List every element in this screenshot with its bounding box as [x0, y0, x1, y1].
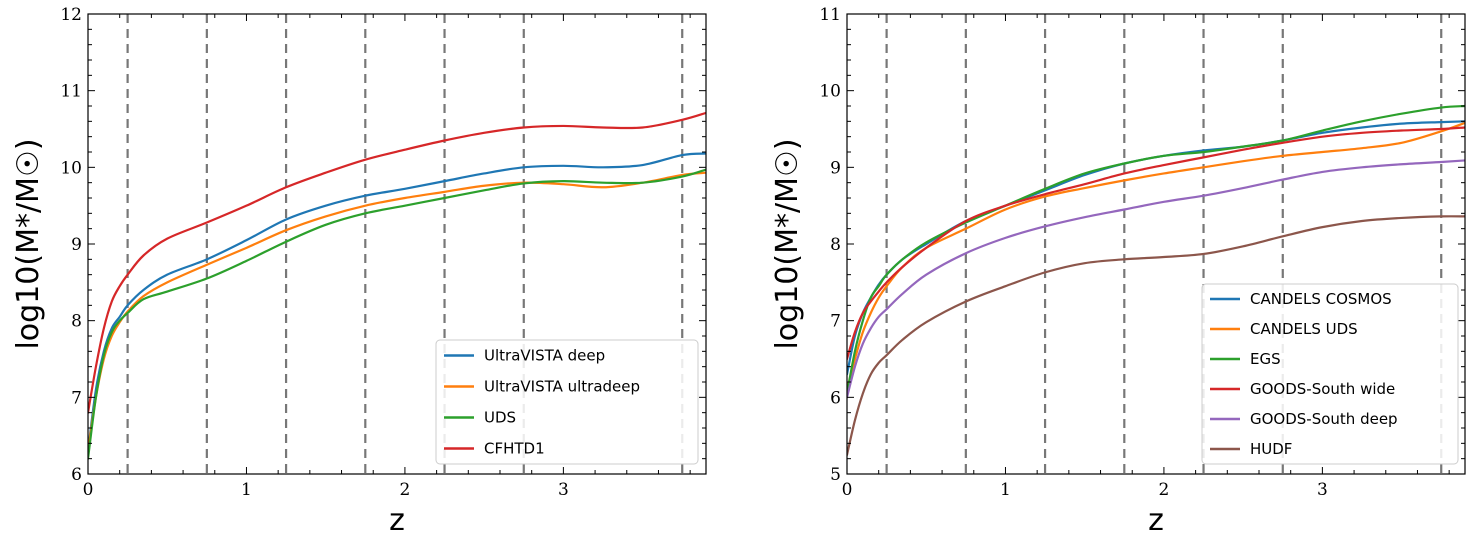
y-tick-label: 5: [830, 465, 841, 485]
legend-label: GOODS-South wide: [1250, 380, 1395, 398]
y-tick-label: 9: [71, 235, 82, 255]
legend-label: CFHTD1: [484, 440, 545, 458]
y-tick-label: 7: [71, 388, 82, 408]
legend-label: UltraVISTA deep: [484, 347, 605, 365]
y-tick-label: 10: [60, 158, 82, 178]
legend-label: CANDELS COSMOS: [1250, 290, 1392, 308]
y-axis-label: log10(M*/M☉): [11, 138, 46, 349]
y-tick-label: 8: [830, 235, 841, 255]
x-tick-label: 1: [1000, 480, 1011, 500]
x-tick-label: 3: [558, 480, 569, 500]
chart-panel-2: 0 1 2 3 5 6 7 8 9 10 11 z log10(M*/M☉) CANDELS COSMOS…: [770, 5, 1466, 536]
y-tick-label: 6: [830, 388, 841, 408]
legend-label: GOODS-South deep: [1250, 410, 1398, 428]
series-line: [88, 168, 706, 460]
y-tick-label: 9: [830, 158, 841, 178]
x-axis-label: z: [1148, 503, 1164, 536]
series-line: [88, 111, 706, 414]
series-line: [847, 126, 1465, 361]
series-line: [88, 171, 706, 453]
x-tick-label: 2: [400, 480, 411, 500]
x-tick-label: 0: [83, 480, 94, 500]
y-tick-label: 8: [71, 312, 82, 332]
legend-label: EGS: [1250, 350, 1281, 368]
y-tick-label: 10: [819, 82, 841, 102]
legend-label: HUDF: [1250, 440, 1292, 458]
legend: CANDELS COSMOS CANDELS UDS EGS GOODS-South …: [1201, 283, 1459, 465]
series-line: [847, 104, 1465, 395]
y-tick-label: 12: [60, 5, 82, 25]
y-tick-label: 6: [71, 465, 82, 485]
series-line: [88, 152, 706, 453]
series-line: [847, 159, 1465, 399]
legend: UltraVISTA deep UltraVISTA ultradeep UDS CF…: [435, 339, 699, 465]
legend-label: UDS: [484, 409, 516, 427]
x-axis-label: z: [389, 503, 405, 536]
y-axis-label: log10(M*/M☉): [770, 138, 805, 349]
legend-box: [435, 339, 699, 465]
series-line: [847, 215, 1465, 456]
y-tick-label: 7: [830, 312, 841, 332]
legend-label: UltraVISTA ultradeep: [484, 378, 640, 396]
y-tick-label: 11: [819, 5, 841, 25]
series-group: [847, 104, 1465, 456]
x-tick-label: 2: [1159, 480, 1170, 500]
x-tick-label: 3: [1317, 480, 1328, 500]
y-tick-label: 11: [60, 82, 82, 102]
x-tick-label: 1: [241, 480, 252, 500]
legend-label: CANDELS UDS: [1250, 320, 1358, 338]
series-line: [847, 121, 1465, 391]
legend-box: [1201, 283, 1459, 465]
series-group: [88, 111, 706, 460]
x-tick-label: 0: [842, 480, 853, 500]
